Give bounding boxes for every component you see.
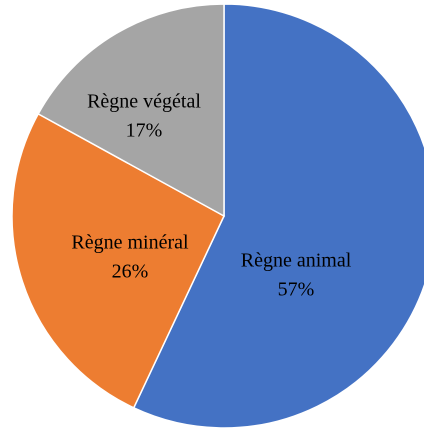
value-label: 57%	[278, 279, 315, 301]
slice-label: Règne minéral	[71, 232, 189, 254]
slice-label: Règne végétal	[87, 91, 201, 113]
slice-label: Règne animal	[241, 250, 352, 272]
pie-slice	[132, 3, 424, 429]
value-label: 17%	[126, 120, 163, 142]
value-label: 26%	[112, 261, 149, 283]
pie-slice	[37, 3, 225, 218]
